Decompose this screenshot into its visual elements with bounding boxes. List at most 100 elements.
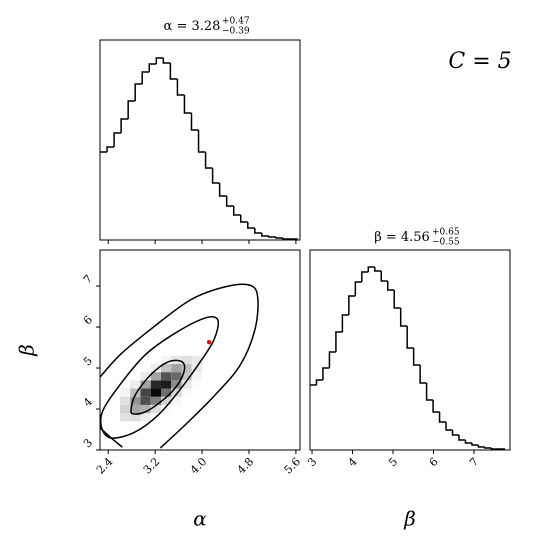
density-cell — [140, 372, 151, 381]
y-tick-label: 5 — [81, 354, 95, 368]
density-cell — [191, 372, 203, 381]
density-cell — [160, 380, 172, 389]
density-cell — [191, 363, 203, 373]
contour-line — [100, 283, 259, 449]
density-cell — [119, 380, 131, 389]
histogram-step — [247, 222, 255, 229]
density-cell — [119, 413, 131, 422]
density-cell — [171, 396, 182, 405]
density-cell — [119, 355, 131, 364]
density-cell — [150, 363, 161, 373]
histogram-step — [348, 295, 356, 315]
density-cell — [171, 363, 182, 373]
density-cell — [181, 363, 192, 373]
histogram-step — [361, 271, 369, 282]
density-cell — [160, 396, 172, 405]
density-cell — [119, 404, 131, 414]
density-cell — [181, 355, 192, 364]
density-cell — [140, 380, 151, 389]
title-main: β = 4.56 — [374, 230, 430, 245]
density-cell — [140, 355, 151, 364]
x-tick-label: 2.4 — [94, 455, 116, 477]
x-tick-label: 4 — [346, 455, 360, 469]
density-cell — [119, 388, 131, 397]
histogram-step — [162, 58, 171, 64]
density-cell — [160, 372, 172, 381]
histogram-step — [328, 351, 336, 368]
density-cell — [160, 363, 172, 373]
density-cell — [191, 355, 203, 364]
density-cell — [181, 380, 192, 389]
y-tick-label: 7 — [81, 272, 95, 286]
histogram-step — [148, 63, 157, 72]
histogram-step — [127, 100, 136, 119]
density-cell — [181, 404, 192, 414]
density-cell — [171, 413, 182, 422]
title-lower: −0.39 — [222, 27, 250, 37]
histogram-step — [120, 118, 129, 133]
density-cell — [119, 372, 131, 381]
histogram-step — [419, 365, 427, 384]
histogram-step — [141, 71, 150, 84]
density-cell — [130, 388, 141, 397]
histogram-step — [155, 57, 164, 64]
density-cell — [191, 380, 203, 389]
density-cell — [130, 396, 141, 405]
histogram-step — [113, 132, 122, 147]
density-cell — [130, 413, 141, 422]
density-cell — [119, 363, 131, 373]
x-tick-label: 5.6 — [282, 455, 304, 477]
histogram-step — [374, 267, 382, 272]
density-cell — [181, 388, 192, 397]
density-cell — [140, 388, 151, 397]
title-upper: +0.47 — [222, 17, 250, 27]
panel-title: β = 4.56 — [374, 230, 430, 245]
histogram-step — [471, 443, 479, 446]
panel-title: α = 3.28 — [164, 19, 221, 34]
density-cell — [150, 404, 161, 414]
histogram-step — [354, 281, 362, 296]
density-cell — [119, 396, 131, 405]
density-cell — [181, 372, 192, 381]
histogram-step — [275, 237, 283, 239]
y-tick-label: 4 — [81, 395, 95, 409]
histogram-step — [484, 447, 492, 449]
histogram-step — [254, 228, 262, 234]
x-tick-label: 7 — [467, 455, 481, 469]
density-cell — [140, 404, 151, 414]
histogram-step — [399, 308, 408, 327]
histogram-step — [445, 422, 453, 431]
density-cell — [160, 413, 172, 422]
density-cell — [150, 396, 161, 405]
histogram-step — [268, 236, 276, 238]
x-tick-label: 5 — [386, 455, 400, 469]
histogram-step — [458, 435, 466, 441]
density-cell — [140, 413, 151, 422]
histogram-step — [386, 281, 395, 291]
histogram-step — [225, 196, 234, 207]
histogram-step — [282, 238, 291, 240]
density-cell — [160, 388, 172, 397]
histogram-step — [232, 206, 241, 216]
histogram-step — [261, 233, 269, 237]
histogram-step — [240, 215, 248, 223]
y-axis-label: β — [15, 344, 39, 357]
contours — [100, 283, 259, 449]
title-lower: −0.55 — [432, 238, 460, 248]
histogram-step — [335, 331, 343, 352]
truth-point — [206, 340, 212, 345]
histogram-step — [106, 146, 115, 152]
density-cell — [191, 396, 203, 405]
panel-frame — [99, 249, 301, 451]
histogram-step — [406, 326, 414, 349]
density-cell — [130, 372, 141, 381]
density-cell — [150, 388, 161, 397]
histogram-step — [197, 130, 206, 153]
histogram-step — [190, 113, 199, 131]
histogram-step — [464, 440, 472, 444]
density-cell — [191, 413, 203, 422]
density-cell — [171, 380, 182, 389]
contour-line — [100, 315, 220, 439]
histogram-step — [490, 448, 498, 450]
histogram-step — [451, 430, 459, 436]
